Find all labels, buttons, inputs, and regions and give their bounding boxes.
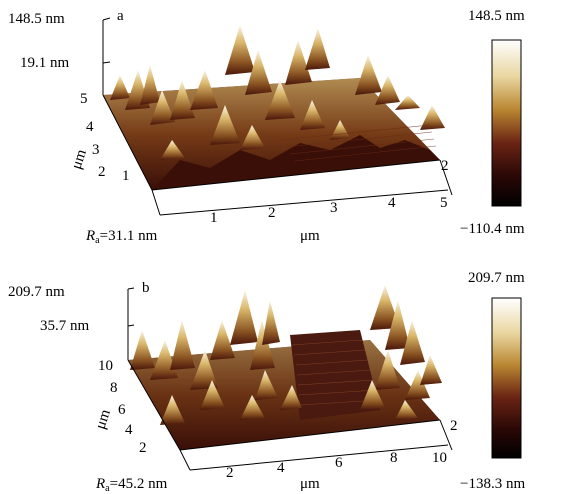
panel-a-y-tick: 3 [92,142,100,158]
panel-a-colorbar-max: 148.5 nm [468,8,525,24]
panel-a-z-max: 148.5 nm [8,11,65,27]
panel-b-y-tick: 2 [139,440,147,456]
panel-a-y-tick: 5 [80,91,88,107]
panel-b-y-unit: μm [93,407,114,431]
panel-b-colorbar-max: 209.7 nm [468,270,525,286]
panel-a-x-unit: μm [300,228,320,244]
panel-a-y-unit: μm [69,147,90,171]
panel-b-y-tick: 4 [125,422,133,438]
panel-b-x-axis [179,419,441,451]
panel-b-depth-tick: 2 [450,418,458,434]
panel-a-x-tick: 4 [388,195,396,211]
panel-a-y-tick: 1 [122,168,130,184]
panel-b-x-unit: μm [300,476,320,492]
panel-a-y-axis [102,94,153,191]
panel-b-z-max: 209.7 nm [8,284,65,300]
panel-b-x-tick: 8 [390,450,398,466]
panel-b-channel [290,330,380,420]
panel-b-colorbar-min: −138.3 nm [460,476,525,492]
panel-a-x-tick: 5 [440,195,448,211]
panel-a-depth-tick: 2 [441,158,449,174]
panel-a-roughness: Ra=31.1 nm [85,228,158,246]
panel-b-x-tick: 4 [277,460,285,476]
panel-a-y-tick: 4 [86,119,94,135]
panel-b-x-tick: 2 [226,465,234,481]
panel-b: 209.7 nm 35.7 nm b [8,270,525,494]
panel-b-y-tick: 10 [98,358,113,374]
panel-b-colorbar [491,297,522,459]
panel-b-z-mid: 35.7 nm [40,318,90,334]
panel-a-x-tick: 3 [330,200,338,216]
panel-a-colorbar [491,39,522,207]
panel-b-y-tick: 8 [110,380,118,396]
panel-a-z-mid: 19.1 nm [20,55,70,71]
panel-b-surface-peaks [130,285,442,425]
panel-a-letter: a [117,8,124,24]
panel-b-x-tick: 10 [432,450,447,466]
panel-b-y-axis [127,359,181,451]
panel-a-colorbar-min: −110.4 nm [460,221,525,237]
panel-b-y-tick: 6 [118,402,126,418]
panel-a-x-tick: 2 [268,205,276,221]
panel-b-roughness: Ra=45.2 nm [95,476,168,494]
panel-b-x-tick: 6 [335,455,343,471]
panel-b-letter: b [142,280,150,296]
panel-a-x-tick: 1 [210,210,218,226]
panel-a: 148.5 nm 19.1 nm a [8,8,525,246]
panel-a-x-axis [151,159,441,191]
panel-a-surface-peaks [110,25,445,160]
panel-a-y-tick: 2 [98,164,106,180]
